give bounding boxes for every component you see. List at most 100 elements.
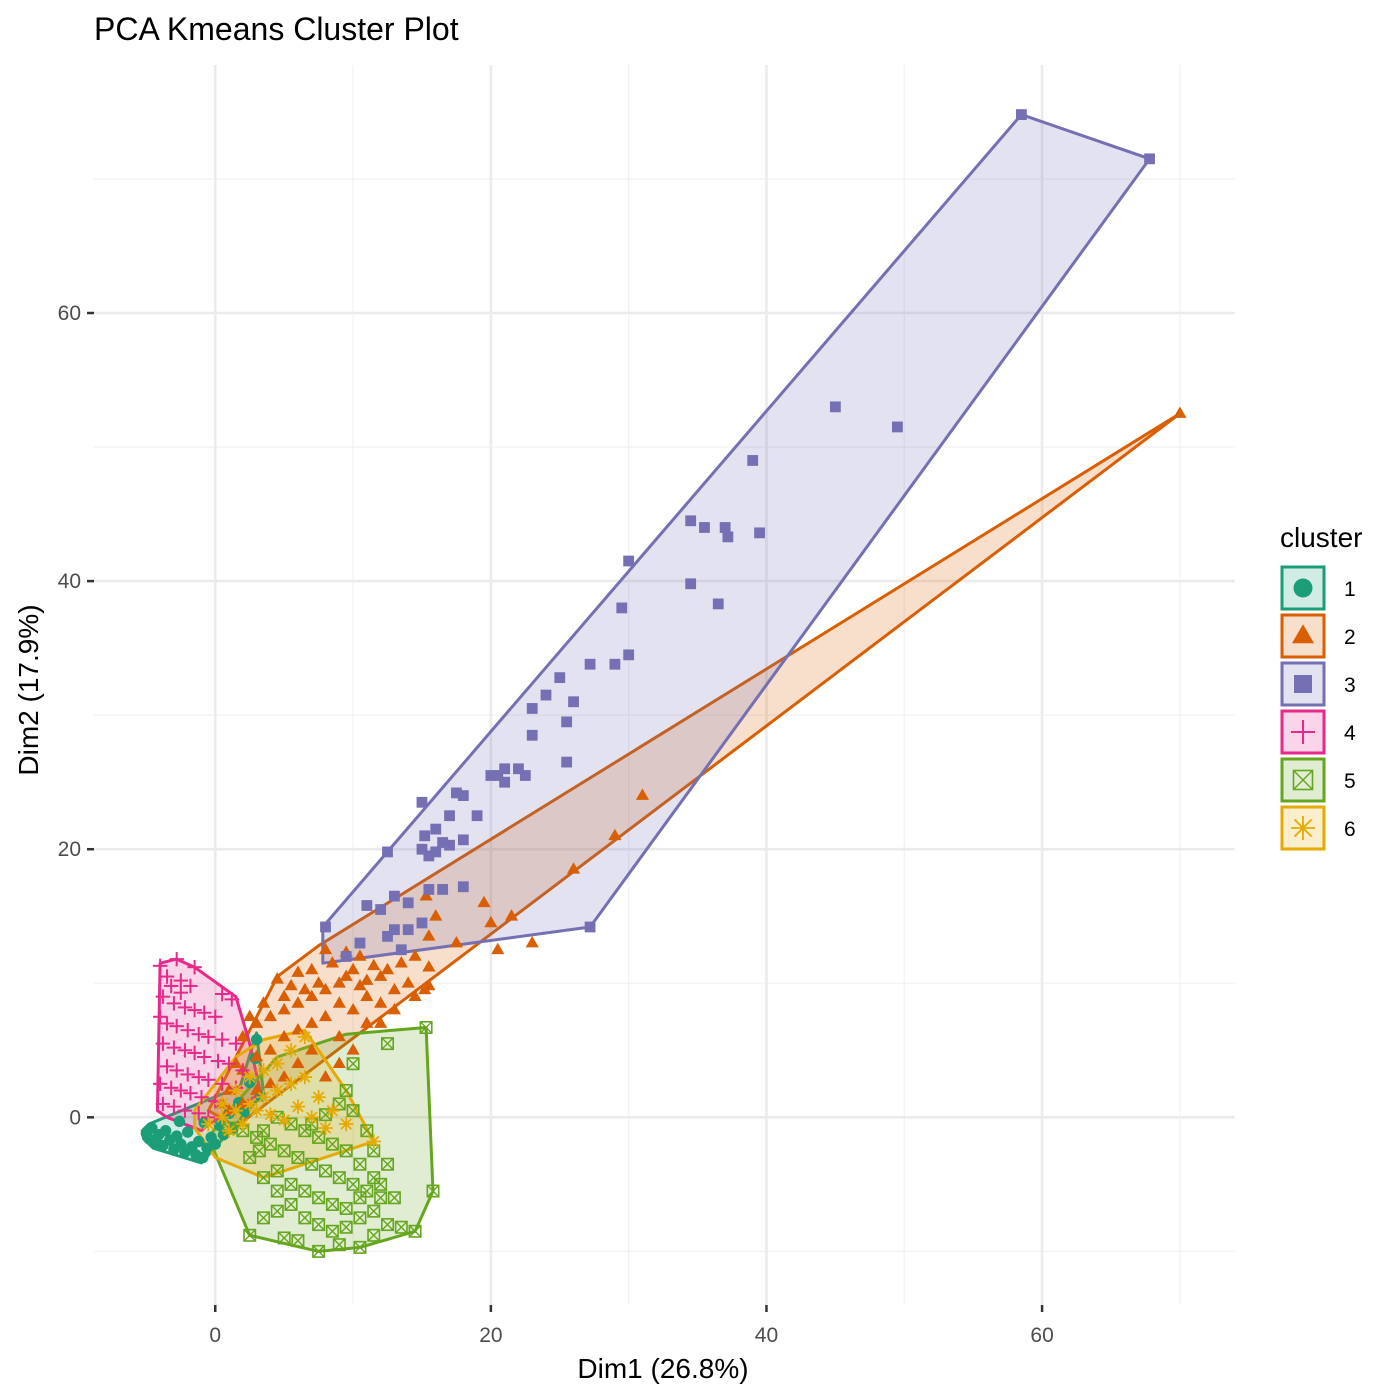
data-point bbox=[325, 956, 339, 968]
data-point bbox=[608, 828, 622, 841]
data-point bbox=[277, 1144, 291, 1158]
data-point bbox=[423, 884, 435, 895]
data-point bbox=[191, 1027, 206, 1042]
data-point bbox=[235, 1116, 251, 1132]
data-point bbox=[422, 978, 436, 991]
data-point bbox=[526, 729, 538, 741]
data-point bbox=[173, 985, 189, 1000]
data-point bbox=[263, 1009, 277, 1022]
data-point bbox=[361, 900, 373, 911]
data-point bbox=[256, 1090, 271, 1105]
data-point bbox=[256, 1063, 271, 1078]
data-point bbox=[187, 959, 202, 975]
data-point bbox=[166, 1040, 182, 1055]
y-tick-label: 60 bbox=[58, 302, 81, 325]
data-point bbox=[339, 1201, 353, 1215]
data-point bbox=[197, 1005, 212, 1020]
data-point bbox=[360, 989, 374, 1002]
data-point bbox=[380, 962, 395, 975]
data-point bbox=[320, 921, 331, 933]
data-point bbox=[635, 788, 650, 800]
legend: cluster 1 2 3 4 5 6 bbox=[1280, 522, 1362, 851]
data-point bbox=[318, 942, 333, 955]
data-point bbox=[312, 1191, 326, 1205]
data-point bbox=[374, 996, 388, 1008]
data-point bbox=[166, 1099, 182, 1114]
cluster-3-points bbox=[320, 109, 1155, 962]
data-point bbox=[169, 1063, 184, 1078]
legend-title: cluster bbox=[1280, 522, 1362, 553]
legend-item-1: 1 bbox=[1280, 565, 1356, 611]
data-point bbox=[426, 1184, 440, 1198]
data-point bbox=[353, 1240, 367, 1254]
data-point bbox=[222, 1103, 236, 1115]
data-point bbox=[222, 1083, 236, 1095]
x-tick-label: 0 bbox=[209, 1324, 221, 1347]
data-point bbox=[430, 846, 442, 858]
data-point bbox=[437, 884, 449, 895]
data-point bbox=[193, 1135, 205, 1148]
data-point bbox=[291, 996, 305, 1008]
chart-title: PCA Kmeans Cluster Plot bbox=[94, 11, 459, 47]
data-point bbox=[155, 1036, 171, 1051]
y-axis-label: Dim2 (17.9%) bbox=[13, 604, 44, 775]
data-point bbox=[183, 978, 198, 994]
data-point bbox=[291, 1056, 305, 1069]
data-point bbox=[159, 1059, 175, 1074]
data-point bbox=[155, 989, 171, 1004]
data-point bbox=[332, 1238, 346, 1252]
data-point bbox=[270, 1056, 285, 1071]
legend-marker-5 bbox=[1292, 769, 1314, 791]
data-point bbox=[163, 978, 179, 994]
data-point bbox=[256, 996, 271, 1008]
data-point bbox=[685, 515, 697, 527]
data-point bbox=[263, 1107, 278, 1122]
cluster-4-points bbox=[152, 951, 251, 1125]
data-point bbox=[283, 1043, 299, 1058]
legend-marker-1 bbox=[1293, 578, 1313, 598]
cluster-3-hull bbox=[321, 113, 1152, 965]
data-point bbox=[191, 1069, 206, 1085]
data-point bbox=[263, 1137, 277, 1151]
data-point bbox=[214, 1096, 230, 1112]
data-point bbox=[177, 1000, 193, 1015]
y-tick-label: 20 bbox=[58, 838, 81, 861]
cluster-1-points bbox=[140, 1033, 267, 1164]
data-point bbox=[338, 1116, 354, 1132]
data-point bbox=[180, 1067, 195, 1082]
data-point bbox=[228, 1036, 244, 1051]
data-point bbox=[623, 555, 635, 567]
data-point bbox=[477, 895, 491, 908]
data-point bbox=[250, 1033, 263, 1046]
data-point bbox=[284, 1177, 298, 1191]
data-point bbox=[719, 522, 731, 533]
data-point bbox=[332, 996, 346, 1008]
data-point bbox=[256, 1171, 270, 1185]
data-point bbox=[389, 924, 400, 936]
data-point bbox=[699, 522, 710, 533]
data-point bbox=[173, 973, 189, 988]
data-point bbox=[353, 949, 367, 961]
data-point bbox=[346, 1043, 360, 1055]
data-point bbox=[243, 1228, 257, 1242]
data-point bbox=[419, 830, 431, 842]
data-point bbox=[221, 1056, 237, 1071]
data-point bbox=[298, 1211, 312, 1225]
cluster-hulls bbox=[140, 113, 1182, 1253]
data-point bbox=[312, 1244, 326, 1258]
data-point bbox=[504, 909, 519, 921]
data-point bbox=[163, 1080, 179, 1096]
data-point bbox=[263, 1076, 277, 1089]
data-point bbox=[339, 1220, 353, 1234]
data-point bbox=[685, 578, 697, 590]
data-point bbox=[256, 1124, 270, 1138]
data-point bbox=[584, 921, 596, 933]
data-point bbox=[423, 850, 435, 862]
data-point bbox=[173, 1083, 189, 1098]
data-point bbox=[561, 716, 573, 728]
data-point bbox=[305, 1016, 319, 1028]
data-point bbox=[318, 1120, 333, 1136]
data-point bbox=[214, 1076, 230, 1092]
data-point bbox=[584, 658, 596, 670]
legend-item-4: 4 bbox=[1280, 709, 1356, 755]
